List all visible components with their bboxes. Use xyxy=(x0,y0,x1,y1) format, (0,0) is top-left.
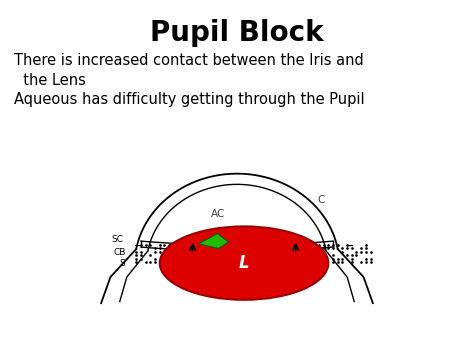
Text: Aqueous has difficulty getting through the Pupil: Aqueous has difficulty getting through t… xyxy=(15,92,365,107)
Polygon shape xyxy=(199,233,228,248)
Text: the Lens: the Lens xyxy=(15,73,86,88)
Ellipse shape xyxy=(160,226,328,300)
Text: S: S xyxy=(120,258,126,268)
Text: Pupil Block: Pupil Block xyxy=(150,18,324,47)
Text: L: L xyxy=(239,254,249,272)
Text: AC: AC xyxy=(211,209,226,219)
Text: −: − xyxy=(134,241,142,251)
Text: SC: SC xyxy=(112,235,124,244)
Text: −: − xyxy=(346,241,355,251)
Text: CB: CB xyxy=(113,248,126,257)
Text: C: C xyxy=(318,195,325,205)
Text: There is increased contact between the Iris and: There is increased contact between the I… xyxy=(15,54,364,69)
